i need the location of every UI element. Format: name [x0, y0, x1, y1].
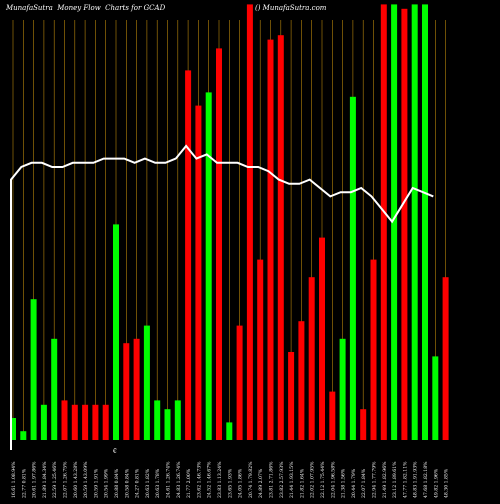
money-flow-bar	[10, 418, 16, 440]
money-flow-bar	[61, 400, 68, 440]
money-flow-bar	[422, 4, 428, 441]
money-flow-bar	[298, 321, 305, 440]
x-tick-label: 22.02 1.07.95%	[310, 461, 316, 498]
x-tick-label: 21.38 1.56%	[341, 468, 347, 498]
money-flow-bar	[174, 400, 181, 440]
x-tick-label: 20.63 1.78%	[155, 468, 161, 498]
money-flow-bar	[442, 277, 449, 440]
money-flow-bar	[308, 277, 315, 440]
x-tick-label: 24.89 2.07%	[258, 468, 264, 498]
money-flow-bar	[391, 4, 398, 441]
x-tick-label: 48.30 1.85%	[444, 468, 450, 498]
x-tick-label: 23.65 1.93%	[227, 468, 233, 498]
money-flow-bar	[185, 70, 192, 441]
x-tick-label: 22.12 1.75.44%	[320, 461, 326, 498]
money-flow-bar	[20, 431, 27, 440]
x-tick-label: 22.77 0.81%	[21, 468, 27, 498]
money-flow-bar	[82, 404, 89, 440]
money-flow-bar	[267, 39, 274, 440]
chart-title: MunafaSutra Money Flow Charts for GCAD	[6, 4, 166, 12]
x-tick-label: 24.27 0.81%	[135, 468, 141, 498]
money-flow-line	[10, 144, 434, 450]
money-flow-bar	[164, 409, 171, 440]
x-tick-label: 22.94 1.77.79%	[372, 461, 378, 498]
money-flow-bar	[370, 259, 377, 440]
x-tick-label: 23.12 1.89.61%	[392, 461, 398, 498]
x-tick-label: 21.49 1.82.96%	[382, 461, 388, 498]
money-flow-bar	[113, 224, 119, 440]
x-tick-label: 24.52 1.46.67%	[207, 461, 213, 498]
money-flow-bar	[411, 4, 418, 441]
x-tick-label: 48.83 1.91.93%	[413, 461, 419, 498]
money-flow-bar	[205, 92, 212, 441]
money-flow-bar	[257, 259, 264, 440]
x-tick-label: 22.04 1.96.58%	[330, 461, 336, 498]
x-tick-label: 47.77 1.82.11%	[402, 461, 408, 498]
x-tick-label: 23.81 2.71.86%	[269, 461, 275, 498]
money-flow-bar	[329, 391, 336, 440]
footer-mark: €	[113, 448, 117, 455]
x-tick-label: 23.82 2.57.93%	[279, 461, 285, 498]
x-tick-label: 24.61 1.26.74%	[166, 461, 172, 498]
x-tick-label: 20.59 1.43.09%	[83, 461, 89, 498]
money-flow-bar	[339, 338, 346, 440]
x-tick-label: 24.05 1.86%	[238, 468, 244, 498]
x-tick-label: 20.60 1.43.28%	[73, 461, 79, 498]
x-tick-label: 20.61 1.97.86%	[32, 461, 38, 498]
x-tick-label: 24.83 1.26.74%	[176, 461, 182, 498]
money-flow-bar	[288, 352, 295, 440]
x-tick-label: 49.82 1.96%	[433, 468, 439, 498]
money-flow-bar	[30, 299, 37, 440]
x-tick-label: 21.89 1.84.34%	[42, 461, 48, 498]
money-flow-bar	[226, 422, 233, 440]
money-flow-bar	[143, 325, 150, 440]
money-flow-bar	[236, 325, 243, 440]
x-tick-label: 20.63 1.82%	[145, 468, 151, 498]
x-tick-label: 21.82 1.64%	[299, 468, 305, 498]
x-tick-label: 22.07 1.26.75%	[63, 461, 69, 498]
x-tick-label: 20.58 0.84%	[124, 468, 130, 498]
x-tick-label: 22.07 1.84%	[361, 468, 367, 498]
money-flow-bar	[133, 338, 140, 440]
bar-series	[10, 4, 449, 441]
x-tick-label: 47.68 1.82.18%	[423, 461, 429, 498]
money-flow-bar	[380, 4, 387, 441]
x-tick-label: 20.54 1.99%	[104, 468, 110, 498]
x-tick-label: 20.88 0.84%	[114, 468, 120, 498]
x-tick-label: 16.61 1.08.94%	[11, 461, 17, 498]
site-credit: () MunafaSutra.com	[255, 4, 327, 12]
money-flow-bar	[401, 8, 408, 441]
money-flow-bar	[102, 404, 109, 440]
x-tick-label: 20.44 1.79%	[351, 468, 357, 498]
money-flow-bar	[432, 356, 439, 440]
money-flow-bar	[360, 409, 367, 440]
x-tick-label: 23.83 1.13.24%	[217, 461, 223, 498]
money-flow-bar	[195, 105, 202, 440]
x-tick-label: 20.59 1.91%	[93, 468, 99, 498]
money-flow-bar	[71, 404, 78, 440]
x-tick-label: 21.77 2.00%	[186, 468, 192, 498]
money-flow-bar	[123, 343, 130, 440]
money-flow-bar	[349, 96, 356, 441]
x-tick-label: 21.44 1.93.15%	[289, 461, 295, 498]
x-tick-labels: 16.61 1.08.94% 22.77 0.81% 20.61 1.97.86% 2…	[11, 461, 450, 498]
money-flow-bar	[51, 338, 58, 440]
money-flow-bar	[92, 404, 99, 440]
money-flow-bar	[277, 35, 284, 440]
money-flow-bar	[154, 400, 161, 440]
money-flow-bar	[40, 404, 47, 440]
x-tick-label: 22.59 1.25.46%	[52, 461, 58, 498]
money-flow-bar	[246, 4, 253, 441]
money-flow-bar	[216, 48, 222, 441]
x-tick-label: 20.74 1.79.82%	[248, 461, 254, 498]
x-tick-label: 23.62 1.46.73%	[196, 461, 202, 498]
money-flow-bar	[319, 237, 325, 440]
